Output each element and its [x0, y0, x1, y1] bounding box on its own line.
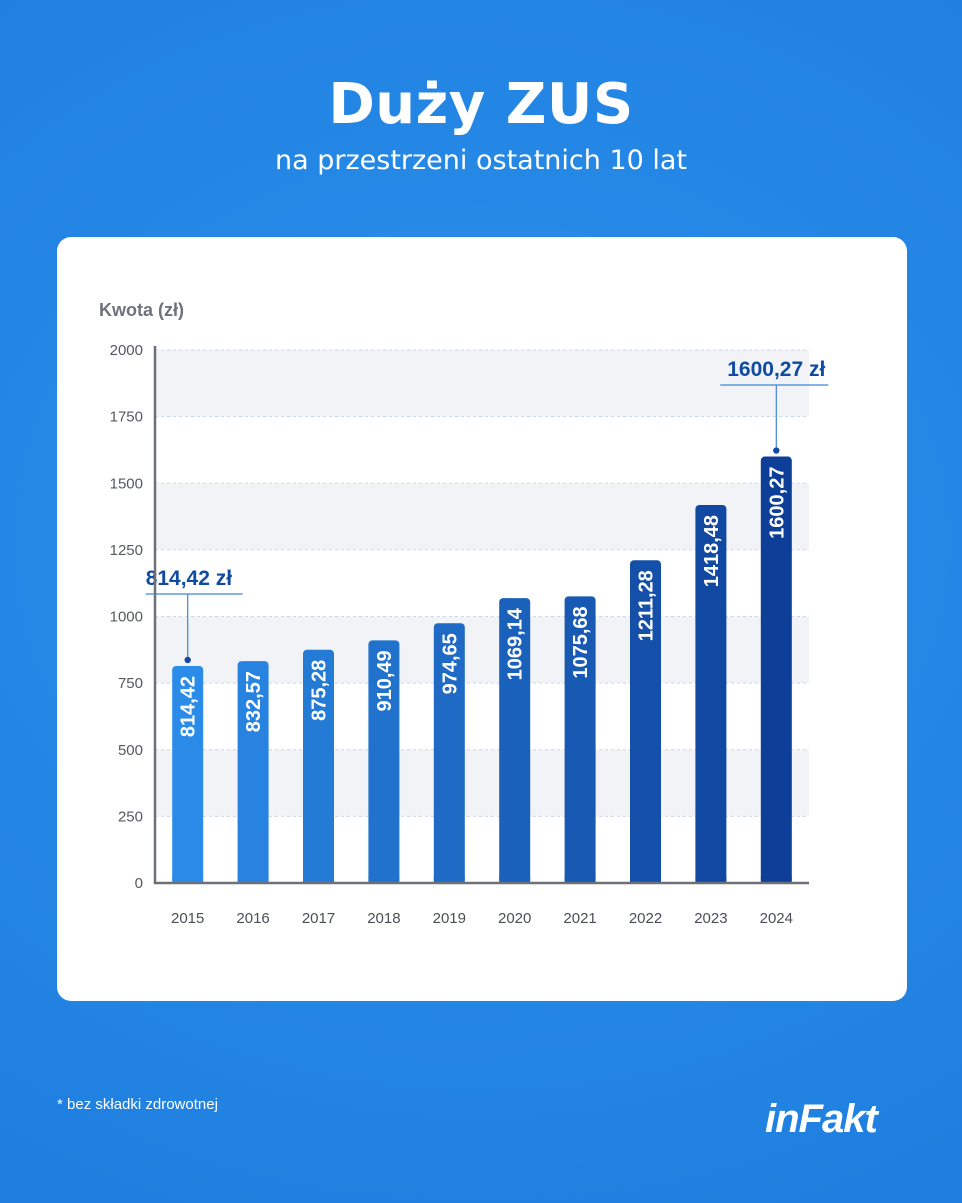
bar-value-label: 974,65: [439, 633, 461, 694]
y-tick-label: 500: [118, 742, 143, 759]
y-tick-label: 1250: [110, 542, 143, 559]
bar: [760, 456, 792, 883]
bar-base: [630, 877, 661, 883]
x-tick-label: 2023: [694, 910, 727, 927]
bar-base: [760, 877, 792, 883]
bar-value-label: 910,49: [374, 650, 396, 711]
bar-base: [499, 877, 531, 883]
bar: [433, 623, 465, 883]
bar-base: [433, 877, 465, 883]
chart-subtitle: na przestrzeni ostatnich 10 lat: [274, 145, 688, 176]
y-tick-label: 1750: [110, 409, 143, 426]
bar: [564, 596, 596, 883]
bar-value-label: 1075,68: [570, 606, 592, 678]
bar-base: [368, 877, 400, 883]
x-tick-label: 2017: [302, 910, 335, 927]
infakt-logo: inFakt: [765, 1097, 878, 1141]
bar-value-label: 875,28: [309, 660, 331, 721]
chart-title: Duży ZUS: [328, 72, 634, 137]
bar-base: [564, 877, 596, 883]
bar: [630, 560, 661, 883]
y-tick-label: 250: [118, 808, 143, 825]
bar-value-label: 1069,14: [505, 607, 527, 680]
bar-base: [237, 877, 269, 883]
y-tick-label: 1000: [110, 609, 143, 626]
bar: [695, 504, 727, 883]
x-tick-label: 2015: [171, 910, 204, 927]
x-tick-label: 2024: [760, 910, 793, 927]
x-tick-label: 2022: [629, 910, 662, 927]
bar-value-label: 1600,27: [766, 467, 788, 539]
band: [155, 350, 809, 417]
y-axis-label: Kwota (zł): [99, 300, 184, 320]
bar-base: [172, 877, 204, 883]
bar-value-label: 1211,28: [636, 570, 658, 641]
callout-label: 814,42 zł: [146, 567, 233, 590]
bar: [303, 649, 334, 883]
y-tick-label: 2000: [110, 342, 143, 359]
bar-value-label: 1418,48: [701, 515, 723, 587]
footnote: * bez składki zdrowotnej: [57, 1096, 218, 1113]
callout-dot: [184, 656, 191, 664]
callout-label: 1600,27 zł: [727, 358, 825, 381]
bar: [499, 598, 531, 883]
y-tick-label: 0: [135, 875, 143, 892]
x-tick-label: 2021: [563, 910, 596, 927]
y-tick-label: 1500: [110, 475, 143, 492]
bar-value-label: 832,57: [243, 671, 265, 732]
x-tick-label: 2019: [433, 910, 466, 927]
bar-value-label: 814,42: [178, 676, 200, 737]
bar-base: [303, 877, 334, 883]
bar-chart: 0 250 500 750 1000 1250 1500 1750 2000 814,42 832…: [99, 300, 829, 927]
callout-dot: [773, 447, 780, 454]
x-tick-label: 2020: [498, 910, 531, 927]
x-tick-label: 2016: [236, 910, 269, 927]
bar: [237, 661, 269, 883]
bar: [368, 640, 400, 883]
bar: [172, 665, 204, 883]
chart-card: 0 250 500 750 1000 1250 1500 1750 2000 814,42 832…: [57, 237, 907, 1001]
bar-base: [695, 877, 727, 883]
x-tick-label: 2018: [367, 910, 400, 927]
y-tick-label: 750: [118, 675, 143, 692]
